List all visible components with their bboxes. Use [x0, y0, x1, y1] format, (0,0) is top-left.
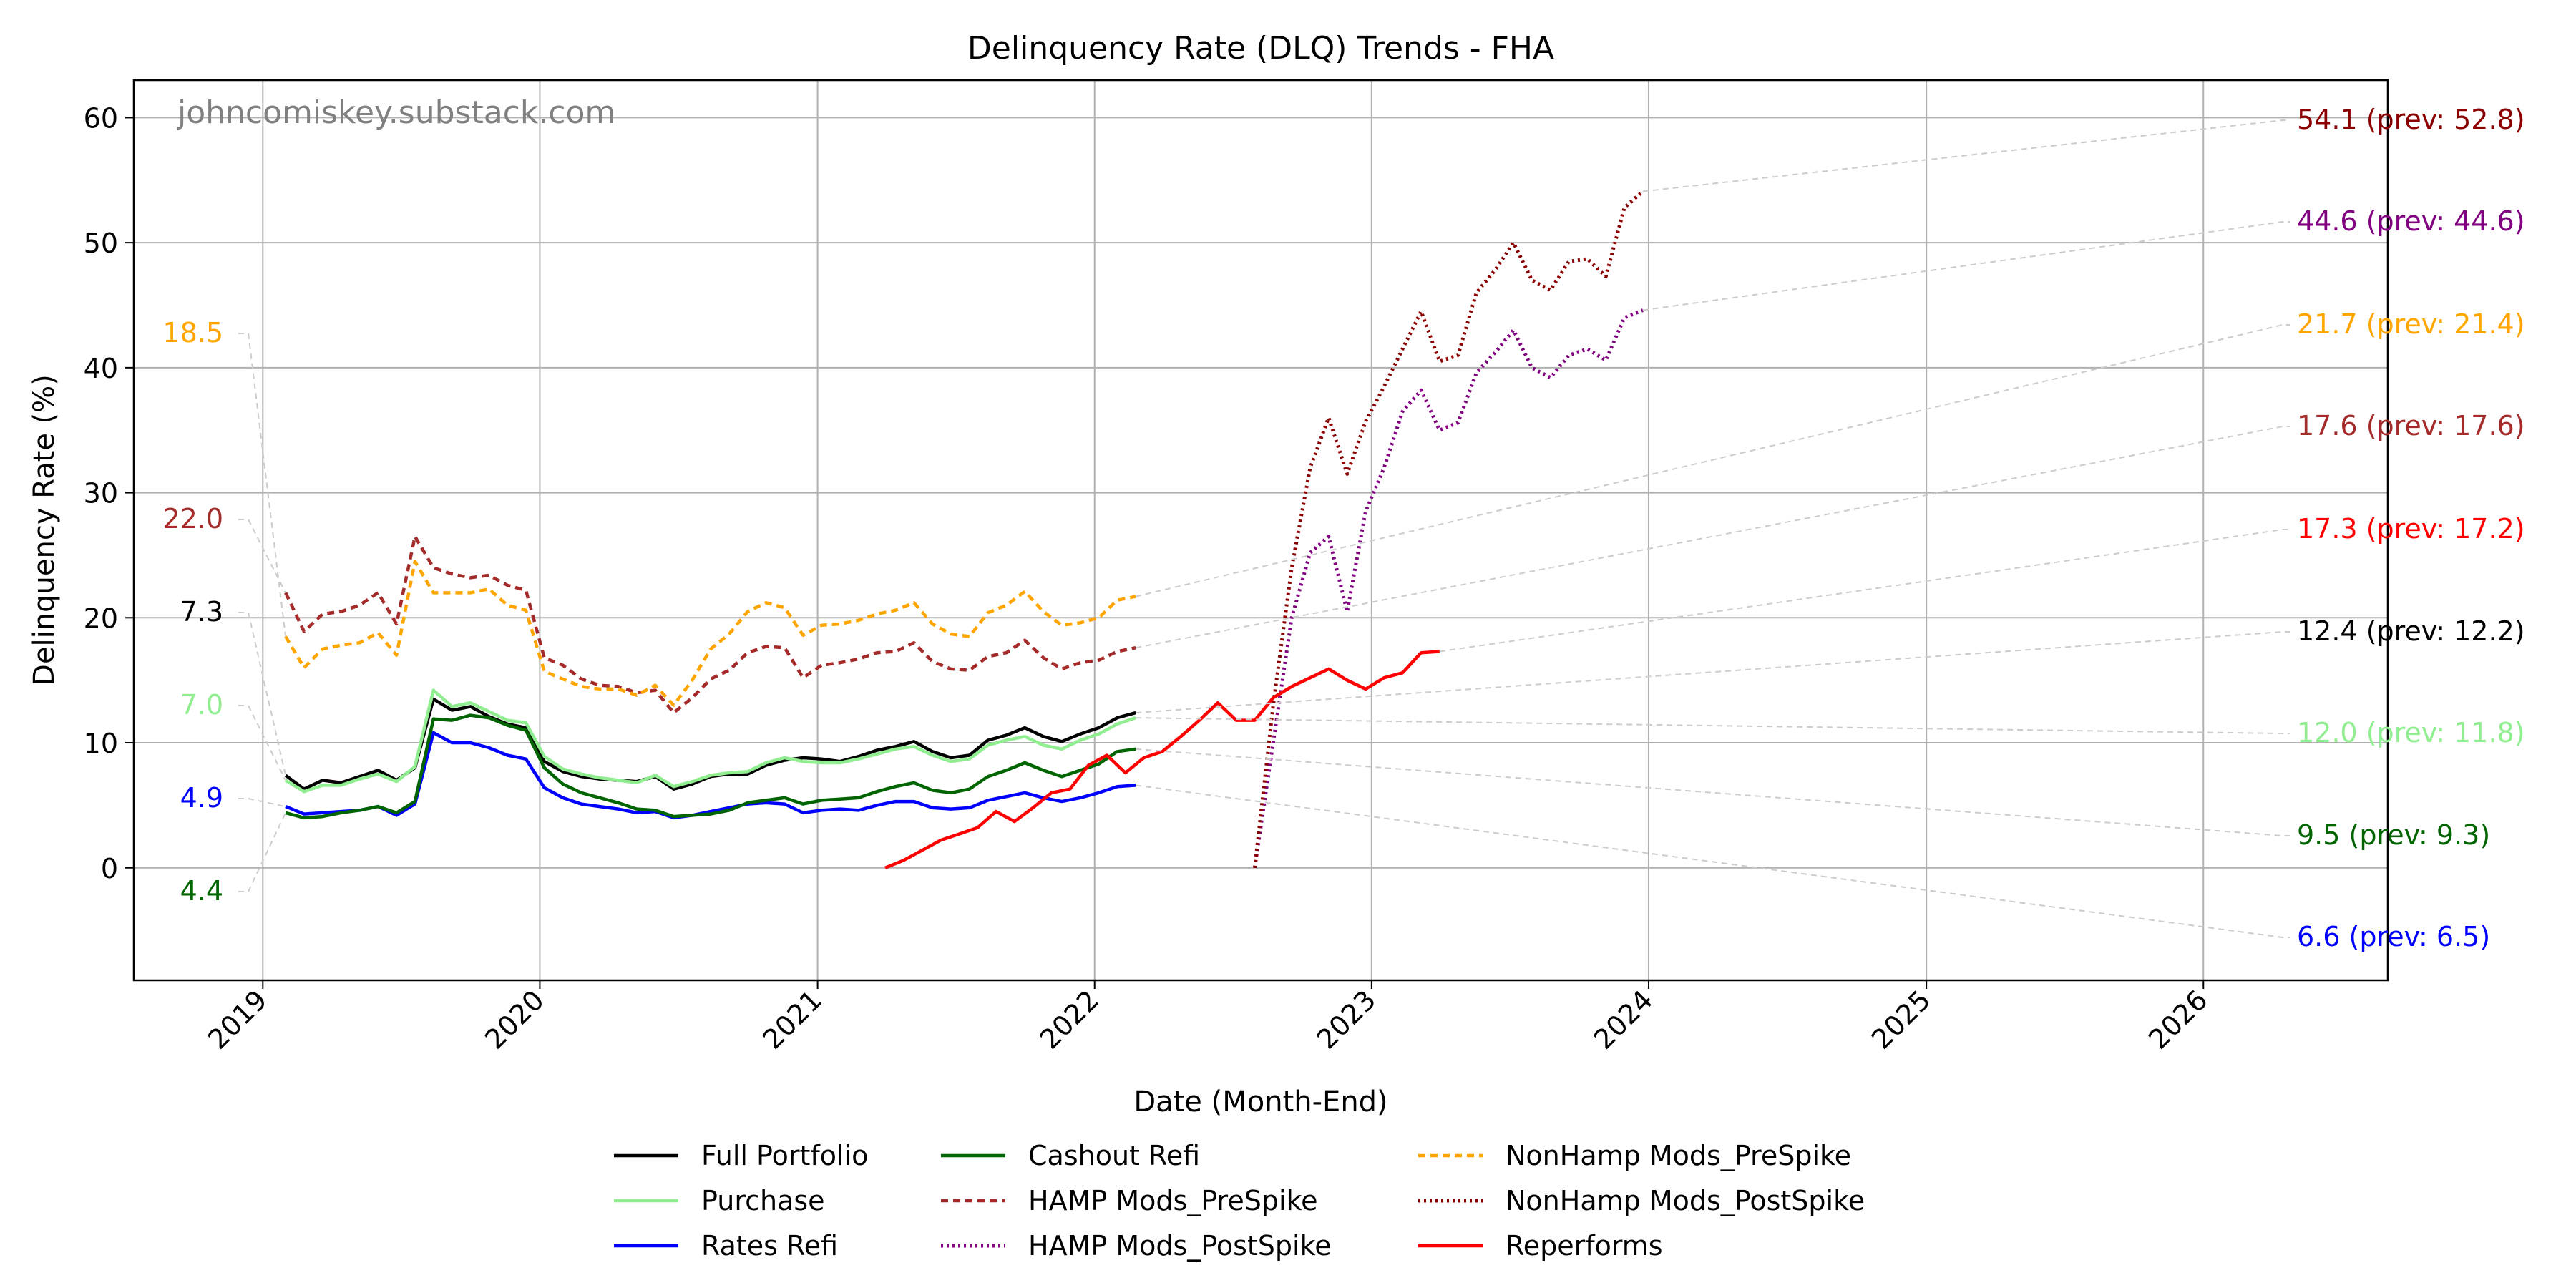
start-label-leader	[238, 333, 287, 637]
legend-entry-label: NonHamp Mods_PostSpike	[1506, 1185, 1865, 1216]
series-line-nonhamp-mods-postspike	[1253, 190, 1644, 869]
y-tick-label: 10	[84, 728, 118, 759]
end-label-leader	[1136, 748, 2290, 836]
start-label-leader	[238, 519, 286, 593]
end-label-leader	[1642, 119, 2290, 192]
start-label-leader	[238, 612, 287, 776]
y-tick-label: 60	[84, 102, 118, 134]
y-tick-label: 20	[84, 602, 118, 634]
start-value-label: 18.5	[162, 317, 223, 348]
legend-entry-label: HAMP Mods_PostSpike	[1028, 1230, 1332, 1262]
grid-lines	[134, 80, 2388, 980]
x-tick-label: 2022	[1034, 984, 1106, 1055]
y-axis-label: Delinquency Rate (%)	[28, 374, 61, 686]
legend-entry-label: Rates Refi	[701, 1230, 838, 1262]
x-tick-label: 2025	[1865, 984, 1937, 1055]
end-value-label: 9.5 (prev: 9.3)	[2297, 819, 2490, 851]
x-axis-label: Date (Month-End)	[1133, 1085, 1387, 1118]
end-value-label: 44.6 (prev: 44.6)	[2297, 205, 2525, 237]
end-value-label: 54.1 (prev: 52.8)	[2297, 104, 2525, 135]
plot-area	[134, 80, 2388, 980]
end-value-label: 17.6 (prev: 17.6)	[2297, 410, 2525, 441]
start-value-label: 7.3	[180, 596, 223, 628]
end-value-label: 12.4 (prev: 12.2)	[2297, 615, 2525, 647]
x-tick-label: 2020	[479, 984, 550, 1055]
end-label-leader	[1439, 529, 2290, 653]
x-tick-label: 2026	[2142, 984, 2214, 1055]
x-tick-label: 2024	[1588, 984, 1659, 1055]
start-value-label: 4.4	[180, 875, 223, 907]
x-tick-label: 2019	[202, 984, 273, 1055]
end-label-leader	[1136, 426, 2290, 649]
series-line-hamp-mods-prespike	[284, 535, 1136, 715]
legend-entry-label: Reperforms	[1506, 1230, 1663, 1262]
series-line-reperforms	[884, 650, 1440, 869]
series-line-hamp-mods-postspike	[1253, 308, 1644, 869]
series-line-purchase	[284, 688, 1136, 794]
end-value-label: 21.7 (prev: 21.4)	[2297, 308, 2525, 340]
legend-entry-label: NonHamp Mods_PreSpike	[1506, 1140, 1851, 1171]
y-tick-label: 0	[101, 853, 118, 884]
x-tick-label: 2023	[1311, 984, 1382, 1055]
legend: Full Portfolio Purchase Rates Refi Cashout …	[614, 1140, 1865, 1262]
legend-entry-label: Purchase	[701, 1185, 825, 1216]
end-value-label: 17.3 (prev: 17.2)	[2297, 513, 2525, 545]
legend-entry-label: Full Portfolio	[701, 1140, 868, 1171]
plot-frame	[132, 79, 2389, 982]
y-tick-label: 50	[84, 228, 118, 259]
end-label-leader	[1136, 784, 2290, 938]
watermark: johncomiskey.substack.com	[177, 94, 615, 131]
series-layer	[284, 190, 1644, 869]
start-label-leader	[238, 798, 286, 808]
series-line-cashout-refi	[285, 713, 1136, 820]
y-tick-label: 40	[84, 353, 118, 384]
start-value-label: 4.9	[180, 782, 223, 814]
end-value-label: 6.6 (prev: 6.5)	[2297, 921, 2490, 952]
start-label-leader	[238, 705, 286, 781]
annotations: 18.5 22.0 7.3 7.0 4.9 4.4 54.1 (prev: 52.8) 44.…	[162, 104, 2524, 952]
end-label-leader	[1136, 717, 2290, 734]
end-label-leader	[1642, 221, 2290, 311]
end-label-leader	[1136, 631, 2290, 714]
chart-title: Delinquency Rate (DLQ) Trends - FHA	[967, 30, 1554, 67]
end-label-leader	[1135, 324, 2290, 597]
series-line-rates-refi	[285, 731, 1136, 820]
series-line-nonhamp-mods-prespike	[284, 560, 1136, 707]
legend-entry-label: Cashout Refi	[1028, 1140, 1200, 1171]
start-label-leader	[238, 812, 287, 892]
x-tick-label: 2021	[756, 984, 828, 1055]
start-value-label: 22.0	[162, 503, 223, 535]
end-value-label: 12.0 (prev: 11.8)	[2297, 717, 2525, 748]
start-value-label: 7.0	[180, 689, 223, 721]
y-tick-label: 30	[84, 478, 118, 509]
legend-entry-label: HAMP Mods_PreSpike	[1028, 1185, 1318, 1216]
